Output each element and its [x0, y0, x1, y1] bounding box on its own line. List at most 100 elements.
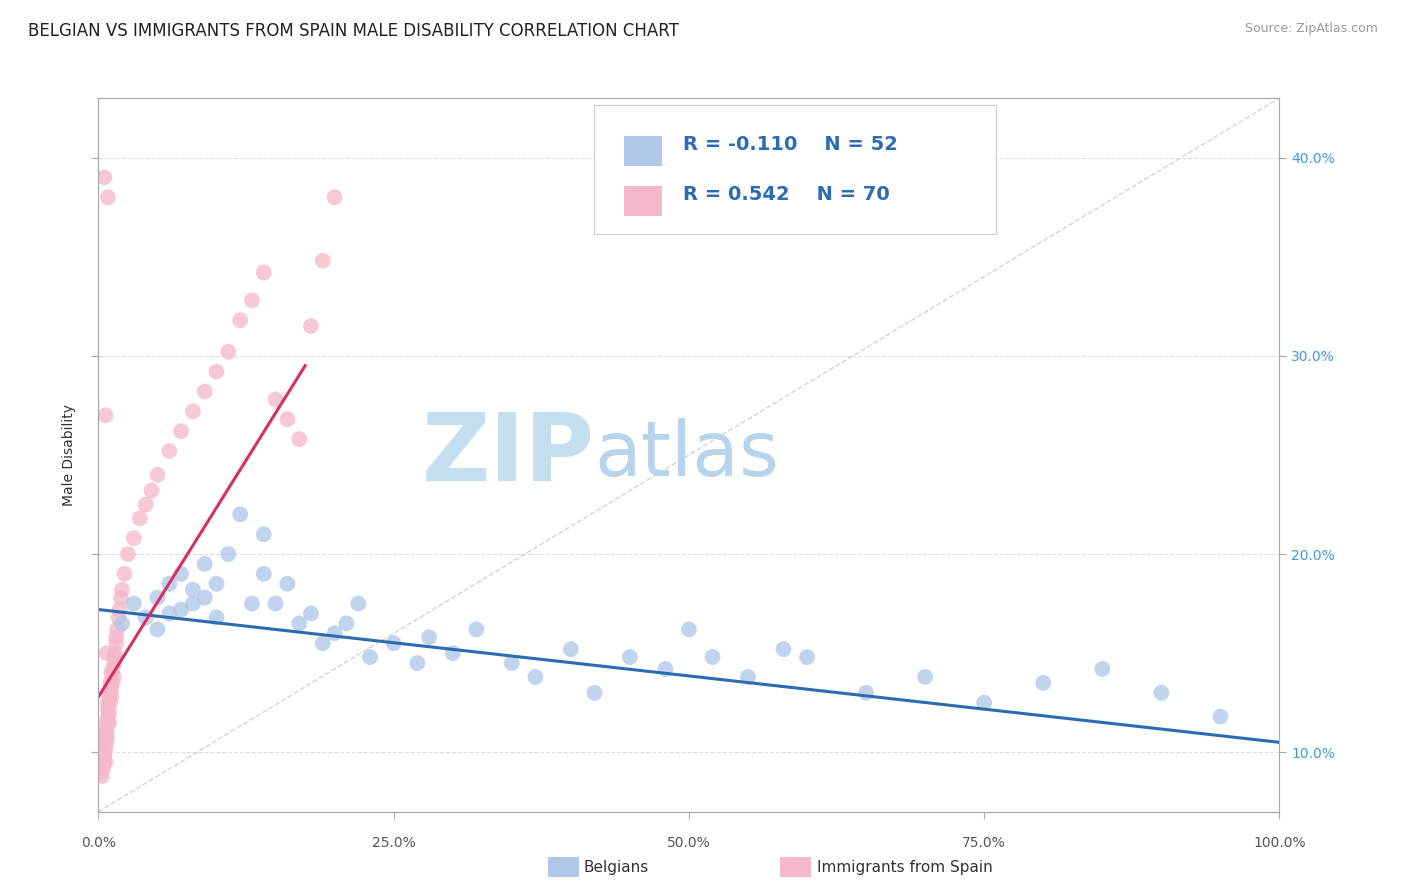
Point: [170, 424, 193, 438]
Point: [170, 602, 193, 616]
Point: [97, 696, 120, 710]
Point: [135, 498, 157, 512]
Point: [253, 566, 276, 581]
Point: [229, 508, 252, 522]
Point: [100, 665, 122, 680]
Point: [96, 646, 118, 660]
Point: [101, 676, 124, 690]
FancyBboxPatch shape: [624, 136, 662, 166]
Point: [501, 656, 523, 670]
Point: [96, 715, 118, 730]
Y-axis label: Male Disability: Male Disability: [62, 404, 76, 506]
Point: [619, 650, 641, 665]
Point: [94, 741, 117, 756]
Text: 50.0%: 50.0%: [666, 836, 711, 849]
Text: R = -0.110    N = 52: R = -0.110 N = 52: [683, 135, 898, 154]
Point: [855, 686, 877, 700]
Point: [98, 715, 121, 730]
Point: [112, 566, 135, 581]
Text: 75.0%: 75.0%: [962, 836, 1007, 849]
Point: [205, 365, 228, 379]
Text: ZIP: ZIP: [422, 409, 595, 501]
Point: [100, 690, 122, 704]
Point: [1032, 676, 1054, 690]
Point: [93, 735, 115, 749]
Point: [335, 616, 357, 631]
Point: [1209, 709, 1232, 723]
Point: [97, 701, 120, 715]
Point: [583, 686, 606, 700]
Text: 100.0%: 100.0%: [1253, 836, 1306, 849]
Point: [312, 636, 335, 650]
Point: [406, 656, 429, 670]
Point: [157, 607, 180, 621]
Point: [276, 412, 298, 426]
Point: [111, 616, 134, 631]
Point: [157, 576, 180, 591]
Point: [194, 384, 217, 399]
Text: Immigrants from Spain: Immigrants from Spain: [817, 861, 993, 875]
Point: [194, 591, 217, 605]
Point: [94, 409, 117, 423]
Point: [441, 646, 464, 660]
Point: [288, 432, 311, 446]
Point: [97, 715, 120, 730]
Text: R = 0.542    N = 70: R = 0.542 N = 70: [683, 185, 890, 204]
Point: [104, 650, 127, 665]
Point: [94, 725, 117, 739]
Point: [264, 597, 287, 611]
Point: [181, 597, 204, 611]
Point: [312, 253, 335, 268]
Point: [97, 190, 120, 204]
Point: [96, 730, 118, 744]
Point: [229, 313, 252, 327]
Point: [107, 610, 129, 624]
Point: [205, 610, 228, 624]
Point: [103, 670, 125, 684]
Point: [276, 576, 298, 591]
Point: [97, 709, 120, 723]
Point: [91, 755, 114, 769]
Point: [91, 761, 114, 775]
Point: [96, 735, 118, 749]
Point: [94, 755, 117, 769]
Point: [108, 602, 131, 616]
Point: [117, 547, 139, 561]
Point: [105, 636, 128, 650]
Point: [122, 531, 145, 545]
Point: [157, 444, 180, 458]
Point: [253, 266, 276, 280]
Point: [288, 616, 311, 631]
Point: [217, 344, 239, 359]
Point: [1150, 686, 1173, 700]
Point: [1091, 662, 1114, 676]
Point: [973, 696, 995, 710]
Point: [181, 582, 204, 597]
Point: [93, 755, 115, 769]
Point: [240, 293, 263, 308]
Point: [103, 656, 125, 670]
Point: [90, 765, 112, 780]
Point: [91, 769, 114, 783]
Point: [110, 591, 132, 605]
Point: [323, 626, 346, 640]
Point: [105, 623, 128, 637]
Point: [146, 591, 169, 605]
Point: [772, 642, 794, 657]
Point: [100, 681, 122, 696]
Point: [359, 650, 381, 665]
Point: [240, 597, 263, 611]
Point: [98, 686, 121, 700]
Point: [170, 566, 193, 581]
Point: [702, 650, 724, 665]
Point: [524, 670, 547, 684]
Point: [91, 761, 114, 775]
Point: [654, 662, 676, 676]
Point: [264, 392, 287, 407]
Text: BELGIAN VS IMMIGRANTS FROM SPAIN MALE DISABILITY CORRELATION CHART: BELGIAN VS IMMIGRANTS FROM SPAIN MALE DI…: [28, 22, 679, 40]
Point: [105, 630, 128, 644]
Point: [141, 483, 163, 498]
Text: 0.0%: 0.0%: [82, 836, 115, 849]
Point: [914, 670, 936, 684]
Point: [796, 650, 818, 665]
